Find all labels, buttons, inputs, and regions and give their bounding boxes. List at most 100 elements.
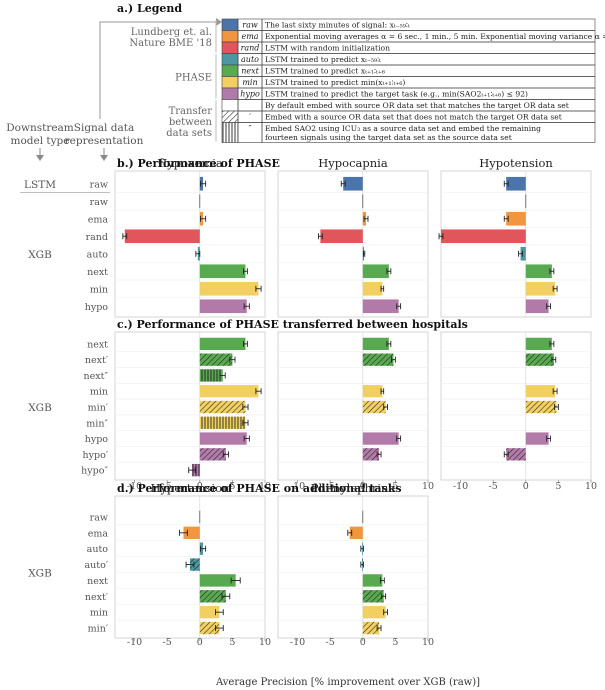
error-bar xyxy=(376,451,382,458)
error-bar xyxy=(551,356,557,363)
legend-group-label: data sets xyxy=(166,128,212,139)
row-label: min′ xyxy=(88,624,108,635)
x-tick-label: 5 xyxy=(229,637,235,648)
x-tick-label: 0 xyxy=(523,481,529,492)
x-axis-label: Average Precision [% improvement over XG… xyxy=(215,677,480,688)
panel-frame xyxy=(114,331,266,481)
legend-desc: LSTM trained to predict xₜ₊₁∶ₜ₊₆ xyxy=(265,67,385,76)
error-bar xyxy=(391,356,396,363)
x-tick-label: -5 xyxy=(163,637,172,648)
bar-hatch xyxy=(199,400,246,414)
bar xyxy=(520,246,526,261)
error-bar xyxy=(396,435,402,442)
error-bar xyxy=(219,372,226,379)
bar xyxy=(183,526,200,540)
bar xyxy=(199,432,247,445)
bar xyxy=(506,211,526,226)
bar-hatch xyxy=(362,353,394,366)
signal-connector xyxy=(99,21,218,119)
chart-panel: Hypotension xyxy=(438,156,592,318)
panel-title: Phenylephrine xyxy=(311,481,396,495)
panel-frame xyxy=(440,170,592,318)
bar-hatch xyxy=(362,400,386,414)
x-tick-label: 5 xyxy=(392,481,398,492)
error-bar xyxy=(381,593,387,600)
legend-swatch-hatch xyxy=(222,122,238,143)
legend-entry: ema Exponential moving averages α = 6 sec… xyxy=(221,30,605,43)
row-label: next′ xyxy=(85,355,108,366)
legend-key-cell xyxy=(237,99,263,112)
error-bar xyxy=(255,285,262,292)
error-bar xyxy=(195,250,201,257)
legend-desc-cont: fourteen signals using the target data s… xyxy=(265,133,512,142)
row-label: raw xyxy=(90,197,108,208)
legend-swatch xyxy=(221,53,239,66)
bar xyxy=(362,605,386,619)
x-tick-label: -5 xyxy=(489,481,498,492)
error-bar xyxy=(347,529,353,536)
legend-swatch xyxy=(221,41,239,54)
panel-frame xyxy=(114,170,266,318)
row-label: next″ xyxy=(84,371,109,382)
legend-entry: min LSTM trained to predict min(xₜ₊₁∶ₜ₊₆) xyxy=(221,76,596,89)
panel-frame xyxy=(277,331,429,481)
legend-key: auto xyxy=(241,55,259,64)
downstream-label-line1: Downstream xyxy=(6,122,74,134)
error-bar xyxy=(242,419,249,426)
bar-hatch xyxy=(199,353,233,366)
bar xyxy=(525,264,552,279)
legend-entry: By default embed with source OR data set… xyxy=(221,99,596,112)
bar-hatch xyxy=(199,369,223,382)
error-bar xyxy=(185,561,195,568)
legend-desc: Exponential moving averages α = 6 sec., … xyxy=(265,32,605,41)
error-bar xyxy=(243,303,250,310)
bar xyxy=(199,281,259,296)
row-label: raw xyxy=(90,179,108,190)
legend-desc: By default embed with source OR data set… xyxy=(265,101,569,110)
bar xyxy=(199,264,246,279)
x-tick-label: -10 xyxy=(290,481,305,492)
signal-arrowhead xyxy=(100,155,108,161)
bar-hatch xyxy=(362,448,380,461)
section-title: c.) Performance of PHASE transferred bet… xyxy=(117,318,468,331)
bar-hatch xyxy=(199,416,246,429)
model-group-label: XGB xyxy=(28,249,52,261)
row-label: ema xyxy=(88,214,109,225)
x-tick-label: 10 xyxy=(259,637,271,648)
panel-frame xyxy=(277,170,429,318)
bar-hatch xyxy=(190,558,200,571)
x-tick-label: -10 xyxy=(127,481,142,492)
bar-hatch xyxy=(191,463,200,477)
x-tick-label: 10 xyxy=(585,481,597,492)
legend-desc: Embed with a source OR data set that doe… xyxy=(265,113,562,122)
x-tick-label: 10 xyxy=(422,481,434,492)
legend-group-label: Transfer xyxy=(169,106,213,117)
legend-key: ′ xyxy=(249,113,251,122)
row-label: hypo″ xyxy=(81,466,108,477)
error-bar xyxy=(243,340,248,347)
legend-swatch xyxy=(221,64,239,77)
legend-entry: ″ Embed SAO2 using ICU₃ as a source data … xyxy=(221,122,596,143)
x-tick-label: -5 xyxy=(326,481,335,492)
legend-swatch xyxy=(221,87,239,100)
bar xyxy=(199,299,247,314)
bar xyxy=(525,385,556,398)
legend-desc: LSTM trained to predict min(xₜ₊₁∶ₜ₊₆) xyxy=(265,78,405,87)
row-label: auto xyxy=(87,544,109,555)
chart-panel: Hypertension -10 -5 0 5 10 xyxy=(114,481,271,648)
row-label: next xyxy=(87,576,108,587)
legend-desc-cell xyxy=(261,122,596,143)
bar xyxy=(506,176,526,191)
chart-panel: -10 -5 0 5 10 xyxy=(440,331,597,492)
error-bar xyxy=(179,529,188,536)
error-bar xyxy=(380,285,385,292)
legend-entry: rand LSTM with random initialization xyxy=(221,41,596,54)
section-title: b.) Performance of PHASE xyxy=(117,157,280,170)
error-bar xyxy=(229,356,236,363)
bar-hatch xyxy=(362,590,384,603)
x-tick-label: -5 xyxy=(163,481,172,492)
panel-title: Hypocapnia xyxy=(318,156,388,170)
legend-key: hypo xyxy=(240,90,260,99)
error-bar xyxy=(386,268,392,275)
